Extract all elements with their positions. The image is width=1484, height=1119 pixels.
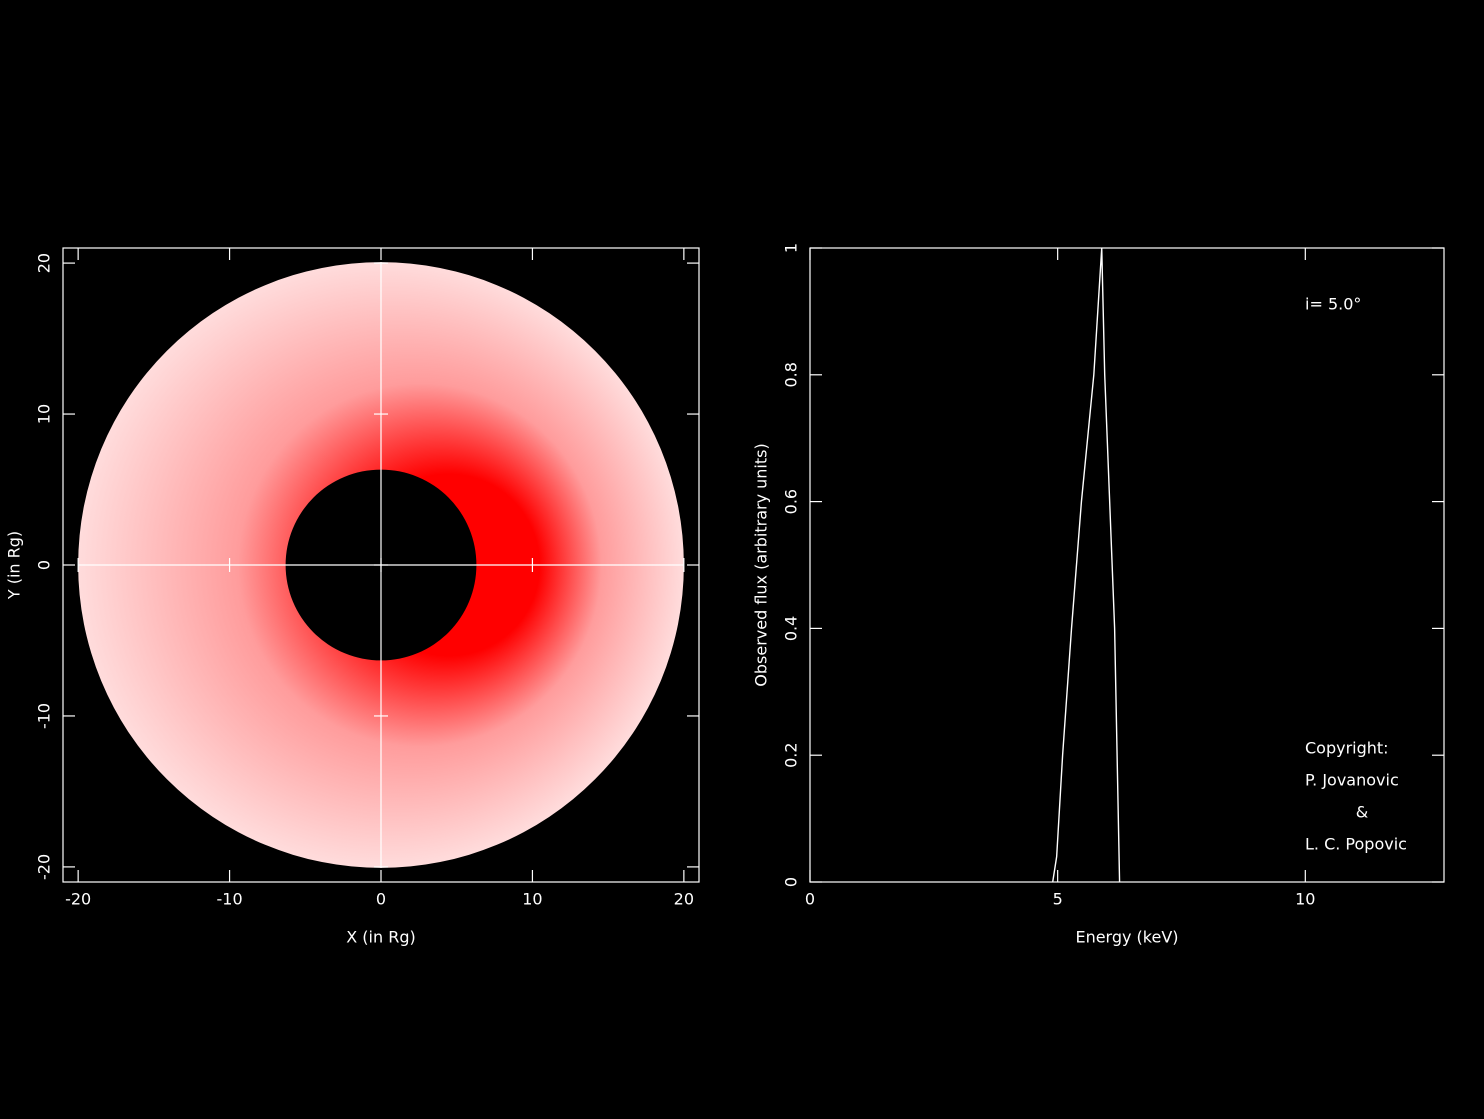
y-axis-label: Observed flux (arbitrary units) bbox=[752, 443, 771, 686]
plot-frame bbox=[809, 247, 1445, 883]
x-axis-label: Energy (keV) bbox=[1075, 928, 1178, 947]
annotation: Copyright: bbox=[1305, 739, 1389, 758]
spectrum-line bbox=[1052, 247, 1121, 883]
disk-ring bbox=[78, 262, 684, 868]
y-tick-label: 0.2 bbox=[782, 742, 801, 767]
y-tick-label: 0.4 bbox=[782, 616, 801, 641]
y-tick-label: 1 bbox=[782, 243, 801, 253]
x-tick-label: -20 bbox=[65, 890, 91, 909]
x-tick-label: 10 bbox=[1295, 890, 1315, 909]
y-tick-label: 10 bbox=[35, 404, 54, 424]
y-tick-label: 0 bbox=[35, 560, 54, 570]
x-tick-label: 0 bbox=[805, 890, 815, 909]
annotation: L. C. Popovic bbox=[1305, 835, 1407, 854]
x-axis-label: X (in Rg) bbox=[346, 928, 415, 947]
x-tick-label: 5 bbox=[1053, 890, 1063, 909]
y-tick-label: -10 bbox=[35, 703, 54, 729]
x-tick-label: -10 bbox=[217, 890, 243, 909]
y-tick-label: 0 bbox=[782, 877, 801, 887]
annotation: & bbox=[1356, 803, 1368, 822]
x-tick-label: 20 bbox=[674, 890, 694, 909]
x-tick-label: 0 bbox=[376, 890, 386, 909]
annotation: P. Jovanovic bbox=[1305, 771, 1399, 790]
y-tick-label: 0.6 bbox=[782, 489, 801, 514]
annotation: i= 5.0° bbox=[1305, 295, 1361, 314]
y-tick-label: -20 bbox=[35, 854, 54, 880]
y-tick-label: 0.8 bbox=[782, 362, 801, 387]
y-axis-label: Y (in Rg) bbox=[5, 531, 24, 600]
y-tick-label: 20 bbox=[35, 253, 54, 273]
x-tick-label: 10 bbox=[522, 890, 542, 909]
